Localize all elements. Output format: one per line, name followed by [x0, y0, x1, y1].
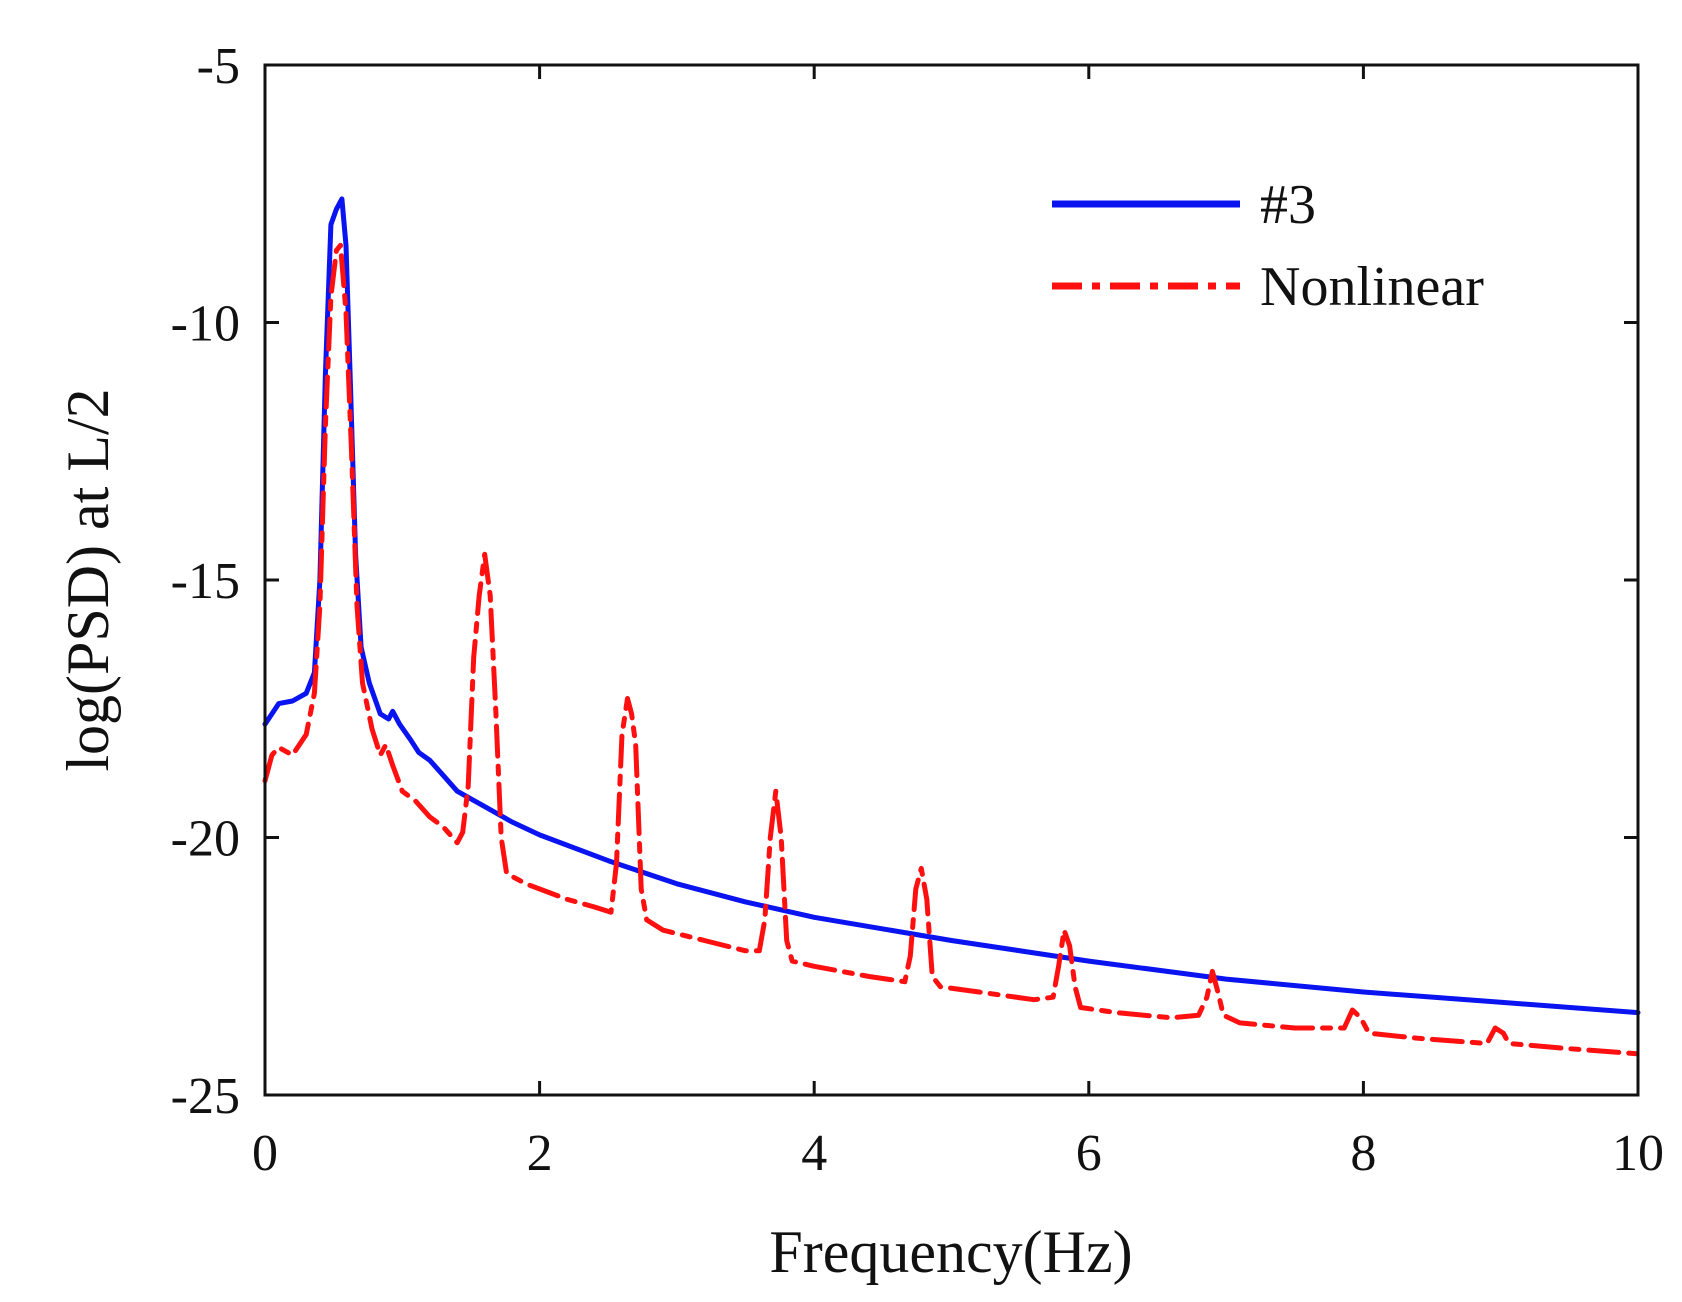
tick-layer: 0 2 4 6 8 10 -5 -10 -15 -20 -25	[171, 38, 1664, 1182]
y-tick-label: -5	[197, 38, 240, 95]
y-tick-label: -25	[171, 1068, 240, 1125]
x-tick-label: 6	[1076, 1125, 1102, 1182]
legend: #3 Nonlinear	[1052, 174, 1484, 318]
series-line-3	[262, 196, 1641, 1016]
x-tick-label: 2	[527, 1125, 553, 1182]
x-tick-label: 10	[1612, 1125, 1664, 1182]
series-line-nonlinear	[262, 242, 1641, 1057]
x-axis-label: Frequency(Hz)	[769, 1219, 1132, 1285]
y-tick-label: -20	[171, 811, 240, 868]
y-tick-label: -10	[171, 296, 240, 353]
series-layer	[262, 196, 1641, 1057]
legend-label-3: #3	[1260, 174, 1316, 236]
y-tick-label: -15	[171, 553, 240, 610]
x-tick-label: 0	[252, 1125, 278, 1182]
x-tick-label: 4	[801, 1125, 827, 1182]
legend-label-nonlinear: Nonlinear	[1260, 256, 1484, 318]
y-axis-label: log(PSD) at L/2	[55, 388, 121, 771]
plot-frame	[263, 63, 1640, 1097]
x-tick-label: 8	[1350, 1125, 1376, 1182]
